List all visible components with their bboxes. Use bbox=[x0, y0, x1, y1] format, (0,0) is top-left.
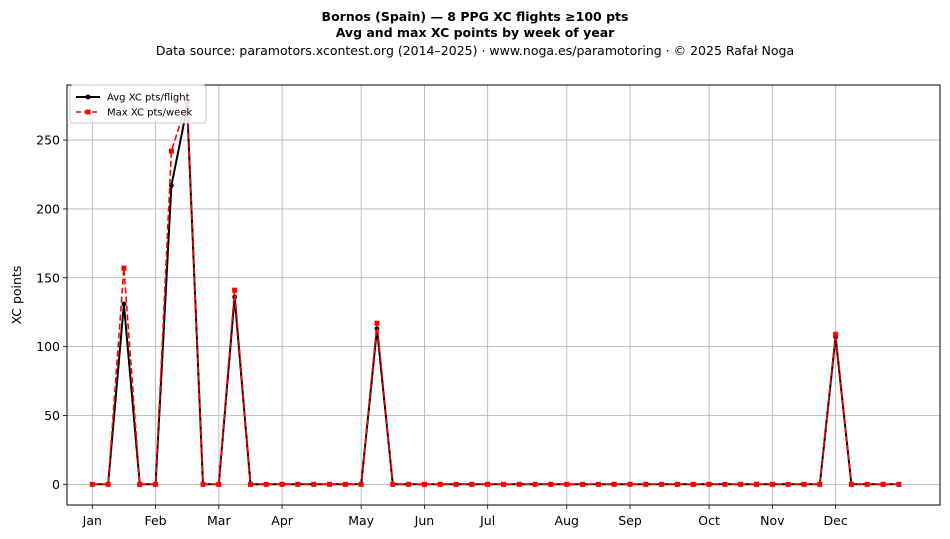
x-tick-label: Jul bbox=[479, 513, 495, 528]
data-point-max bbox=[216, 481, 222, 487]
legend: Avg XC pts/flight Max XC pts/week bbox=[69, 84, 207, 124]
data-point-max bbox=[706, 481, 712, 487]
data-point-max bbox=[627, 481, 633, 487]
data-point-max bbox=[817, 481, 823, 487]
data-point-max bbox=[311, 481, 317, 487]
data-point-max bbox=[848, 481, 854, 487]
data-point-max bbox=[769, 481, 775, 487]
data-point-max bbox=[754, 481, 760, 487]
data-point-max bbox=[801, 481, 807, 487]
y-tick-label: 150 bbox=[36, 270, 60, 285]
data-point-max bbox=[263, 481, 269, 487]
y-tick-label: 200 bbox=[36, 201, 60, 216]
data-point-max bbox=[121, 265, 127, 271]
data-point-max bbox=[247, 481, 253, 487]
legend-marker-avg bbox=[85, 94, 91, 100]
data-point-max bbox=[105, 481, 111, 487]
data-point-max bbox=[833, 331, 839, 337]
x-tick-label: Nov bbox=[760, 513, 785, 528]
data-point-max bbox=[564, 481, 570, 487]
series-layer bbox=[89, 99, 902, 487]
data-point-max bbox=[453, 481, 459, 487]
data-point-max bbox=[390, 481, 396, 487]
data-point-max bbox=[437, 481, 443, 487]
legend-label-max: Max XC pts/week bbox=[107, 108, 192, 119]
y-tick-label: 100 bbox=[36, 339, 60, 354]
data-point-max bbox=[738, 481, 744, 487]
data-point-max bbox=[532, 481, 538, 487]
data-point-max bbox=[674, 481, 680, 487]
plot-frame bbox=[66, 84, 941, 506]
y-tick-label: 250 bbox=[36, 133, 60, 148]
tick-layer: Jan Feb Mar Apr May Jun Jul Aug Sep Oct Nov Dec 0 50 1… bbox=[36, 133, 848, 528]
x-tick-label: Aug bbox=[555, 513, 579, 528]
legend-marker-max bbox=[85, 109, 91, 115]
data-point-max bbox=[153, 481, 159, 487]
data-point-max bbox=[89, 481, 95, 487]
data-point-max bbox=[659, 481, 665, 487]
data-point-max bbox=[580, 481, 586, 487]
data-point-max bbox=[501, 481, 506, 487]
data-point-max bbox=[595, 481, 601, 487]
data-point-max bbox=[722, 481, 728, 487]
data-point-max bbox=[864, 481, 870, 487]
x-tick-label: Oct bbox=[698, 513, 720, 528]
data-point-max bbox=[548, 481, 554, 487]
legend-box bbox=[69, 84, 207, 124]
x-tick-label: Jan bbox=[82, 513, 102, 528]
data-point-max bbox=[358, 481, 364, 487]
chart-source-note: Data source: paramotors.xcontest.org (20… bbox=[155, 43, 795, 58]
series-line-max bbox=[92, 100, 899, 486]
chart-subtitle: Avg and max XC points by week of year bbox=[335, 25, 615, 40]
y-tick-label: 50 bbox=[44, 408, 60, 423]
data-point-max bbox=[516, 481, 522, 487]
data-point-max bbox=[374, 320, 380, 326]
data-point-max bbox=[295, 481, 301, 487]
data-point-max bbox=[611, 481, 617, 487]
data-point-max bbox=[232, 287, 238, 293]
x-tick-label: Sep bbox=[618, 513, 642, 528]
data-point-max bbox=[137, 481, 143, 487]
data-point-max bbox=[643, 481, 649, 487]
data-point-max bbox=[279, 481, 285, 487]
data-point-max bbox=[469, 481, 475, 487]
grid bbox=[67, 85, 940, 505]
x-tick-label: Dec bbox=[824, 513, 848, 528]
y-axis-label: XC points bbox=[9, 266, 24, 325]
data-point-avg bbox=[121, 301, 127, 307]
data-point-max bbox=[880, 481, 886, 487]
data-point-max bbox=[200, 481, 206, 487]
x-tick-label: Mar bbox=[207, 513, 231, 528]
data-point-max bbox=[342, 481, 348, 487]
data-point-max bbox=[168, 148, 174, 154]
series-line-avg bbox=[92, 106, 899, 486]
data-point-max bbox=[690, 481, 696, 487]
x-tick-label: May bbox=[348, 513, 374, 528]
data-point-max bbox=[406, 481, 412, 487]
data-point-max bbox=[785, 481, 791, 487]
data-point-max bbox=[327, 481, 333, 487]
data-point-max bbox=[896, 481, 902, 487]
x-tick-label: Feb bbox=[144, 513, 166, 528]
x-tick-label: Apr bbox=[271, 513, 293, 528]
data-point-max bbox=[485, 481, 491, 487]
data-point-max bbox=[421, 481, 427, 487]
x-tick-label: Jun bbox=[414, 513, 435, 528]
chart-title: Bornos (Spain) — 8 PPG XC flights ≥100 p… bbox=[321, 9, 629, 24]
legend-label-avg: Avg XC pts/flight bbox=[107, 93, 190, 104]
y-tick-label: 0 bbox=[52, 477, 60, 492]
